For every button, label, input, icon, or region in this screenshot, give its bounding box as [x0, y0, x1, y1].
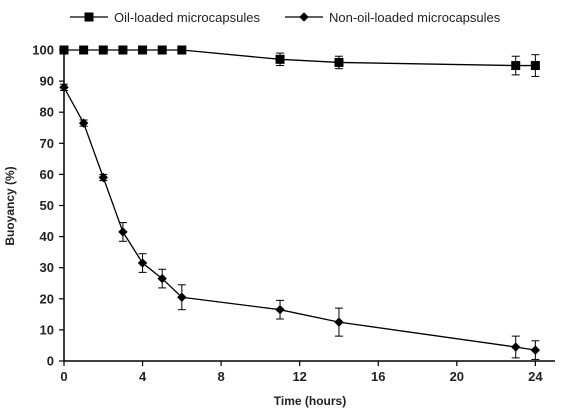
y-tick-label: 40 — [40, 229, 54, 244]
x-tick-label: 20 — [450, 369, 464, 384]
y-tick-label: 90 — [40, 74, 54, 89]
x-tick-label: 4 — [139, 369, 147, 384]
data-point — [334, 57, 344, 67]
data-point — [177, 45, 187, 55]
data-point — [530, 61, 540, 71]
data-point — [138, 45, 148, 55]
data-point — [334, 317, 344, 327]
axes — [63, 50, 555, 362]
y-ticks: 0 10 20 30 40 50 60 70 80 90 100 — [32, 43, 64, 369]
plot-area — [59, 45, 541, 360]
x-ticks: 0 4 8 12 16 20 24 — [60, 361, 543, 384]
data-point — [137, 258, 148, 268]
legend-item: Oil-loaded microcapsules — [70, 10, 260, 25]
y-tick-label: 50 — [40, 198, 54, 213]
data-point — [530, 345, 541, 355]
data-point — [157, 45, 167, 55]
y-tick-label: 20 — [40, 291, 54, 306]
y-tick-label: 30 — [40, 260, 54, 275]
x-tick-label: 16 — [371, 369, 385, 384]
x-tick-label: 24 — [528, 369, 543, 384]
series-line — [63, 87, 536, 351]
y-tick-label: 80 — [40, 105, 54, 120]
diamond-marker-icon — [299, 12, 309, 22]
x-tick-label: 8 — [218, 369, 225, 384]
data-point — [511, 61, 521, 71]
legend-item: Non-oil-loaded microcapsules — [285, 10, 501, 25]
data-point — [59, 82, 69, 93]
data-point — [275, 54, 285, 64]
legend: Oil-loaded microcapsules Non-oil-loaded m… — [70, 10, 501, 25]
x-tick-label: 12 — [292, 369, 306, 384]
data-point — [118, 227, 128, 237]
data-point — [78, 118, 89, 128]
square-marker-icon — [84, 12, 94, 22]
data-point — [98, 172, 108, 183]
y-tick-label: 100 — [32, 43, 54, 58]
data-point — [275, 304, 285, 315]
y-tick-label: 70 — [40, 136, 54, 151]
x-axis-title: Time (hours) — [274, 394, 346, 408]
series-oil-loaded — [59, 45, 540, 77]
series-line — [64, 49, 536, 67]
data-point — [118, 45, 128, 55]
x-tick-label: 0 — [60, 369, 67, 384]
series-non-oil-loaded — [59, 82, 541, 360]
data-point — [59, 45, 69, 55]
y-axis-title: Buoyancy (%) — [3, 166, 17, 245]
y-tick-label: 0 — [47, 354, 54, 369]
data-point — [98, 45, 108, 55]
data-point — [177, 292, 187, 302]
data-point — [79, 45, 89, 55]
legend-label: Oil-loaded microcapsules — [114, 10, 260, 25]
y-tick-label: 60 — [40, 167, 54, 182]
legend-label: Non-oil-loaded microcapsules — [329, 10, 501, 25]
data-point — [157, 273, 167, 284]
y-tick-label: 10 — [40, 322, 54, 337]
data-point — [511, 342, 521, 352]
